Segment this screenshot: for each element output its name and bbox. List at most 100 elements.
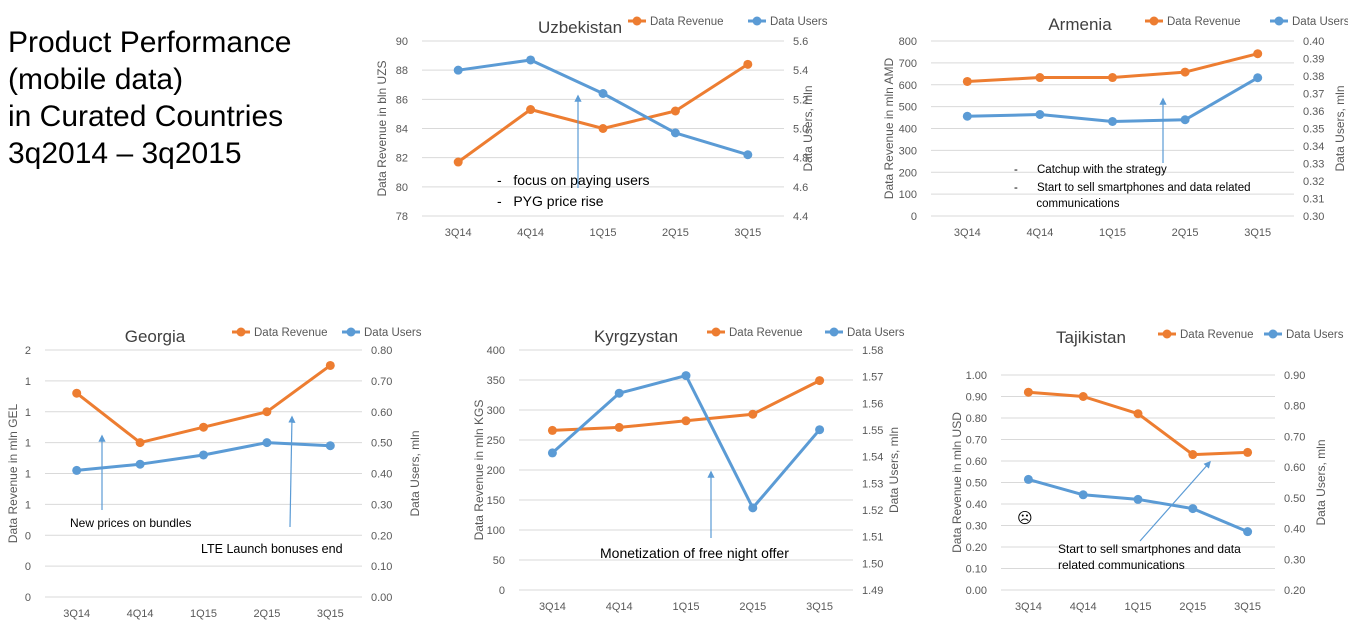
kyrgzystan-chart: 0 50 100 150 200 250 300 350 400 1.49 1.50 1.51 1.52…	[472, 327, 905, 613]
y2-axis-label: Data Users, mln	[1314, 439, 1328, 525]
users-point	[815, 425, 825, 435]
revenue-point	[681, 416, 691, 426]
users-point	[614, 388, 624, 398]
users-point	[199, 450, 208, 460]
revenue-point	[1108, 73, 1117, 83]
legend-swatch-marker	[711, 327, 721, 337]
page-title-line: 3q2014 – 3q2015	[8, 137, 242, 170]
revenue-point	[1180, 67, 1190, 77]
legend-label: Data Users	[847, 327, 905, 339]
y2-tick-label: 0.10	[371, 561, 392, 573]
y-tick-label: 0.10	[966, 564, 987, 576]
y-tick-label: 1	[25, 499, 31, 511]
y-tick-label: 80	[396, 182, 408, 194]
revenue-line	[1028, 390, 1248, 457]
uzbekistan-chart: 78 80 82 84 86 88 90 4.4 4.6 4.8 5.0 5.2 5.4 5.6 3Q14 4…	[375, 16, 828, 239]
y2-tick-label: 0.33	[1303, 159, 1324, 171]
legend-swatch-marker	[1162, 329, 1172, 339]
users-point	[1180, 115, 1190, 125]
users-point	[1188, 504, 1198, 514]
y2-tick-label: 0.40	[1303, 36, 1324, 48]
legend-swatch-marker	[632, 16, 642, 26]
y-tick-label: 0	[25, 561, 31, 573]
users-point	[1023, 474, 1033, 484]
y2-axis-label: Data Users, mln	[801, 85, 815, 171]
annotation-arrow	[1139, 460, 1211, 542]
chart-title: Kyrgzystan	[594, 327, 678, 346]
y-axis-label: Data Revenue in bln UZS	[375, 60, 389, 196]
y-tick-label: 400	[899, 124, 917, 136]
users-point	[962, 111, 972, 121]
revenue-point	[526, 105, 536, 115]
revenue-point	[453, 157, 463, 167]
y2-tick-label: 0.30	[1303, 211, 1324, 223]
y-tick-label: 300	[899, 145, 917, 157]
revenue-point	[1078, 392, 1088, 401]
page-title-line: in Curated Countries	[8, 100, 284, 133]
y2-tick-label: 1.51	[862, 532, 883, 544]
legend-label: Data Users	[1292, 16, 1348, 28]
y-tick-label: 0	[25, 592, 31, 604]
y2-tick-label: 0.30	[1284, 554, 1305, 566]
annotation-text: - Catchup with the strategy	[1014, 164, 1167, 176]
y-tick-label: 0	[25, 530, 31, 542]
revenue-point	[1188, 450, 1198, 460]
page-title: Product Performance (mobile data) in Cur…	[8, 24, 368, 172]
y-tick-label: 200	[487, 465, 505, 477]
y-tick-label: 500	[899, 102, 917, 114]
revenue-point	[325, 360, 335, 370]
y-tick-label: 300	[487, 405, 505, 417]
y2-tick-label: 0.31	[1303, 194, 1324, 206]
y-tick-label: 600	[899, 80, 917, 92]
y-tick-label: 1.00	[966, 370, 987, 382]
y2-tick-label: 5.4	[793, 65, 808, 77]
y2-tick-label: 1.58	[862, 345, 883, 357]
y2-tick-label: 0.70	[371, 376, 392, 388]
x-tick-label: 3Q14	[954, 227, 981, 239]
x-tick-label: 3Q15	[734, 227, 761, 239]
y-tick-label: 82	[396, 153, 408, 165]
y-axis-label: Data Revenue in mln USD	[950, 412, 964, 553]
y-tick-label: 50	[493, 555, 505, 567]
revenue-point	[748, 409, 758, 419]
y2-tick-label: 0.60	[1284, 462, 1305, 474]
annotation-text: - Start to sell smartphones and data rel…	[1014, 182, 1251, 194]
revenue-point	[547, 425, 557, 435]
legend-label: Data Revenue	[254, 327, 328, 339]
revenue-line	[457, 63, 749, 164]
y2-axis-label: Data Users, mln	[887, 427, 901, 513]
y-tick-label: 0	[499, 585, 505, 597]
y2-tick-label: 5.2	[793, 94, 808, 106]
revenue-point	[72, 388, 82, 398]
revenue-point	[135, 438, 145, 448]
y2-tick-label: 0.38	[1303, 71, 1324, 83]
y2-tick-label: 0.50	[1284, 493, 1305, 505]
revenue-point	[670, 106, 680, 116]
y2-tick-label: 0.20	[1284, 585, 1305, 597]
y2-tick-label: 1.55	[862, 425, 883, 437]
x-tick-label: 4Q14	[517, 227, 544, 239]
users-point	[670, 128, 680, 138]
y2-axis-label: Data Users, mln	[1333, 85, 1347, 171]
legend-swatch-marker	[236, 327, 246, 337]
x-tick-label: 3Q15	[806, 601, 833, 613]
tajikistan-chart: 0.00 0.10 0.20 0.30 0.40 0.50 0.60 0.70 0.80 0.90…	[950, 328, 1344, 613]
x-tick-label: 1Q15	[673, 601, 700, 613]
revenue-point	[1023, 387, 1033, 397]
y-tick-label: 400	[487, 345, 505, 357]
annotation-text: Start to sell smartphones and data	[1058, 542, 1241, 556]
y2-tick-label: 0.50	[371, 438, 392, 450]
y-tick-label: 350	[487, 375, 505, 387]
x-tick-label: 2Q15	[662, 227, 689, 239]
users-point	[325, 441, 335, 451]
y-tick-label: 250	[487, 435, 505, 447]
y-tick-label: 90	[396, 36, 408, 48]
georgia-chart: 0 0 0 1 1 1 1 1 2 0.00 0.10 0.20 0.30 0.40 0.50 0.60 0.7…	[6, 327, 422, 620]
sad-face-icon: ☹	[1017, 510, 1033, 527]
y2-tick-label: 0.70	[1284, 431, 1305, 443]
x-tick-label: 4Q14	[1070, 601, 1097, 613]
y2-tick-label: 0.30	[371, 499, 392, 511]
users-point	[1133, 494, 1143, 504]
annotation-text: related communications	[1058, 558, 1185, 572]
x-tick-label: 2Q15	[739, 601, 766, 613]
